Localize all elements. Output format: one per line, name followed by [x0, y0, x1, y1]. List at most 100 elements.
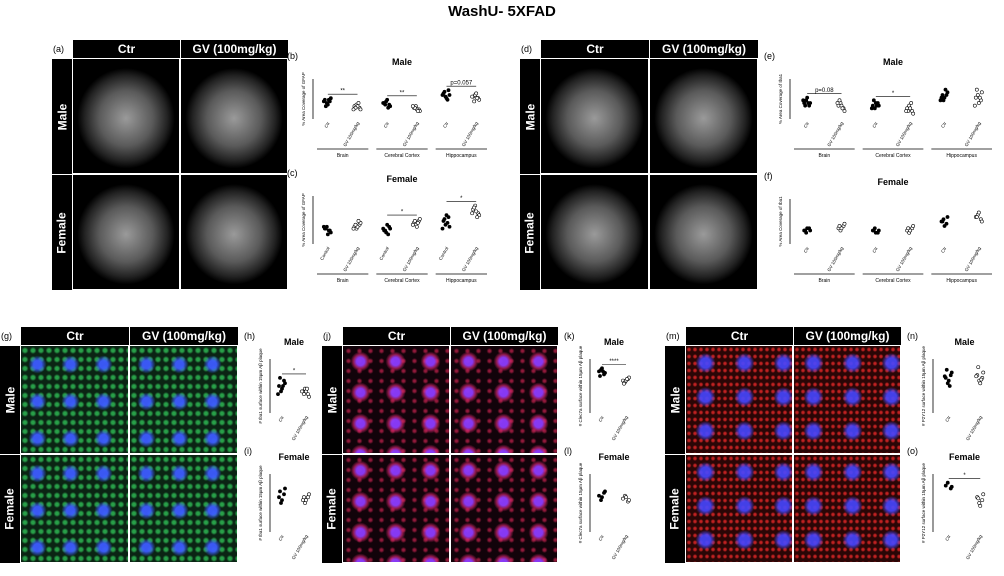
group-label: Ctr	[383, 121, 391, 129]
group-label: Ctr	[940, 246, 948, 254]
data-point	[876, 228, 881, 233]
row-label: Female	[0, 454, 20, 563]
group-label: Ctr	[940, 121, 948, 129]
micrograph	[685, 345, 793, 454]
data-point	[415, 109, 420, 113]
group-label: Ctr	[598, 415, 606, 423]
data-point	[603, 489, 607, 494]
significance-label: p=0.08	[815, 88, 834, 94]
data-point	[385, 222, 390, 227]
panel-letter: (e)	[764, 51, 775, 61]
data-point	[627, 498, 631, 503]
group-label: GV 100mg/kg	[965, 534, 983, 561]
data-point	[942, 224, 947, 228]
data-point	[871, 228, 876, 233]
data-point	[475, 96, 480, 101]
data-point	[600, 495, 604, 500]
data-point	[944, 367, 949, 372]
region-label: Cerebral Cortex	[875, 278, 911, 284]
group-label: GV 100mg/kg	[964, 246, 982, 273]
region-label: Brain	[337, 278, 349, 284]
region-label: Brain	[818, 278, 830, 284]
column-header: GV (100mg/kg)	[450, 327, 558, 345]
panel-letter: (o)	[907, 446, 918, 456]
micrograph	[20, 454, 129, 563]
data-point	[388, 226, 393, 231]
data-point	[358, 107, 363, 112]
column-header: Ctr	[342, 327, 450, 345]
group-label: Control	[438, 246, 450, 261]
group-label: GV 100mg/kg	[461, 246, 479, 273]
panel-letter: (m)	[666, 331, 680, 341]
significance-label: *	[892, 91, 895, 97]
micrograph	[649, 174, 758, 290]
data-point	[276, 392, 280, 397]
data-point	[442, 89, 447, 94]
group-label: GV 100mg/kg	[611, 415, 629, 442]
group-label: Ctr	[803, 121, 811, 129]
data-point	[445, 220, 450, 225]
data-point	[940, 219, 945, 224]
column-header: Ctr	[72, 40, 180, 58]
panel-letter: (g)	[1, 331, 12, 341]
data-point	[472, 99, 477, 104]
data-point	[943, 483, 948, 488]
data-point	[972, 103, 977, 108]
data-point	[356, 219, 361, 223]
data-point	[282, 492, 286, 497]
data-point	[440, 93, 445, 97]
panel-letter: (h)	[244, 331, 255, 341]
data-point	[974, 374, 979, 379]
data-point	[803, 103, 808, 108]
data-point	[307, 394, 311, 399]
y-axis-label: # Iba1 surface within 15µm Aβ plaque	[258, 465, 263, 541]
data-point	[909, 101, 914, 105]
y-axis-label: # Clec7a surface within 15µm Aβ plaque	[578, 345, 583, 426]
column-header-text: Ctr	[730, 329, 749, 343]
group-label: GV 100mg/kg	[964, 121, 982, 148]
group-label: GV 100mg/kg	[895, 246, 913, 273]
data-point	[601, 369, 605, 374]
data-point	[447, 224, 452, 229]
group-label: GV 100mg/kg	[895, 121, 913, 148]
y-axis-label: # Iba1 surface within 15µm Aβ plaque	[258, 348, 263, 424]
data-point	[597, 493, 601, 498]
data-point	[869, 106, 874, 111]
group-label: GV 100mg/kg	[826, 246, 844, 273]
data-point	[351, 226, 356, 231]
data-point	[911, 224, 916, 228]
column-header-text: GV (100mg/kg)	[462, 329, 547, 343]
group-label: Ctr	[278, 534, 286, 542]
data-point	[975, 93, 980, 97]
plot-title: Male	[954, 337, 974, 347]
region-label: Cerebral Cortex	[875, 153, 911, 159]
data-point	[874, 103, 879, 108]
group-label: GV 100mg/kg	[826, 121, 844, 148]
data-point	[949, 370, 954, 375]
data-point	[446, 88, 451, 93]
data-point	[326, 228, 331, 233]
significance-label: **	[400, 90, 405, 96]
data-point	[415, 220, 420, 225]
panel-letter: (a)	[53, 44, 64, 54]
row-label: Male	[322, 345, 342, 454]
data-point	[305, 386, 309, 391]
data-point	[356, 101, 361, 105]
region-label: Hippocampus	[946, 278, 977, 284]
column-header-text: Ctr	[66, 329, 84, 343]
data-point	[835, 101, 840, 105]
region-label: Cerebral Cortex	[384, 278, 420, 284]
data-point	[938, 98, 943, 103]
data-point	[840, 106, 845, 111]
data-point	[806, 101, 811, 105]
region-label: Hippocampus	[446, 278, 477, 284]
data-point	[908, 106, 913, 111]
column-header: GV (100mg/kg)	[180, 40, 288, 58]
group-label: Ctr	[442, 121, 450, 129]
region-label: Brain	[337, 153, 349, 159]
group-label: Control	[319, 246, 331, 261]
data-point	[981, 492, 986, 497]
data-point	[326, 97, 331, 102]
data-point	[278, 375, 282, 380]
row-label: Male	[520, 58, 540, 174]
